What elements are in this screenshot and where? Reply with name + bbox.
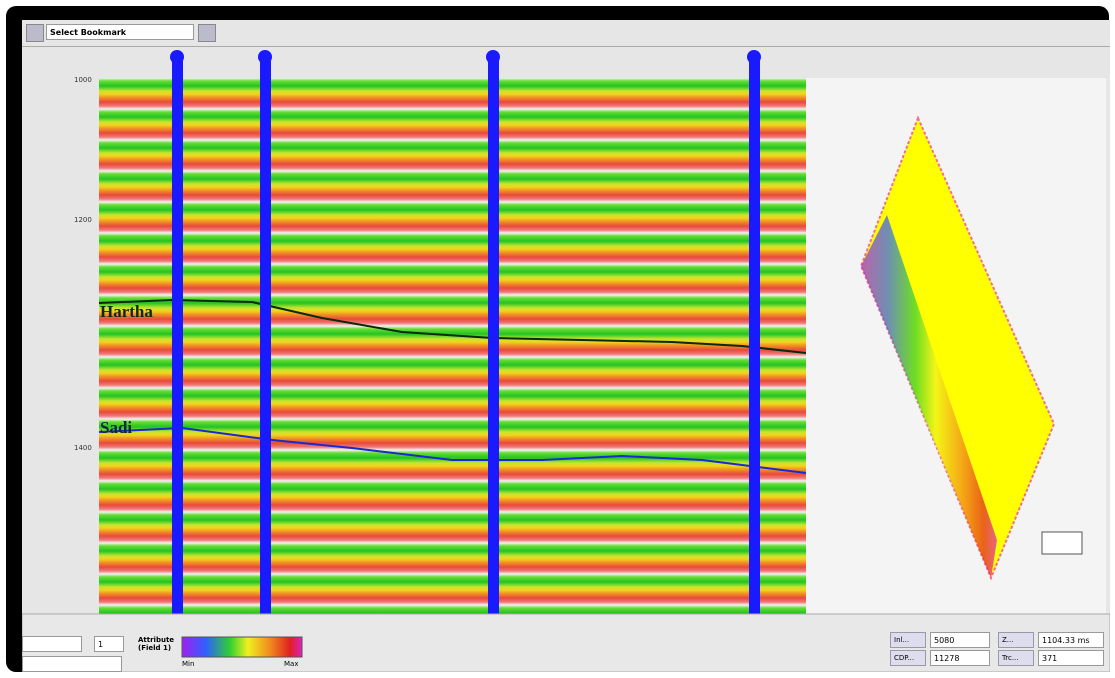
time-label: 1000 bbox=[74, 76, 92, 84]
well-head bbox=[486, 50, 500, 64]
bookmark-select[interactable]: Select Bookmark bbox=[46, 24, 194, 40]
bookmark-icon[interactable] bbox=[26, 24, 44, 42]
overlay bbox=[22, 50, 1110, 672]
seismic-section bbox=[99, 78, 806, 614]
input-field[interactable] bbox=[22, 636, 82, 652]
separator bbox=[22, 46, 1110, 47]
horizon-line bbox=[98, 426, 807, 474]
status-value: 11278 bbox=[930, 650, 990, 666]
colorbar-title: Attribute (Field 1) bbox=[138, 636, 175, 652]
input-field[interactable] bbox=[22, 656, 122, 672]
scale-bar bbox=[1041, 531, 1083, 555]
status-value: 371 bbox=[1038, 650, 1104, 666]
colorbar bbox=[181, 636, 303, 658]
well bbox=[260, 60, 271, 614]
well-head bbox=[258, 50, 272, 64]
window-frame: Select Bookmark 1000 1200 1400 Hartha Sa… bbox=[6, 6, 1110, 672]
well bbox=[488, 60, 499, 614]
status-value: 1104.33 ms bbox=[1038, 632, 1104, 648]
status-button[interactable]: CDP... bbox=[890, 650, 926, 666]
colorbar-min: Min bbox=[182, 660, 195, 668]
map-attribute-strip bbox=[861, 215, 997, 578]
well-head bbox=[747, 50, 761, 64]
time-label: 1200 bbox=[74, 216, 92, 224]
app-window: Select Bookmark 1000 1200 1400 Hartha Sa… bbox=[22, 20, 1110, 672]
time-label: 1400 bbox=[74, 444, 92, 452]
well bbox=[172, 60, 183, 614]
horizon-label: Hartha bbox=[100, 302, 153, 321]
status-button[interactable]: Inl... bbox=[890, 632, 926, 648]
status-button[interactable]: Z... bbox=[998, 632, 1034, 648]
well-head bbox=[170, 50, 184, 64]
input-field[interactable]: 1 bbox=[94, 636, 124, 652]
horizon-label: Sadi bbox=[100, 418, 133, 437]
status-button[interactable]: Trc... bbox=[998, 650, 1034, 666]
status-value: 5080 bbox=[930, 632, 990, 648]
bookmark-button[interactable] bbox=[198, 24, 216, 42]
colorbar-max: Max bbox=[284, 660, 299, 668]
wells bbox=[170, 50, 761, 614]
horizon-line bbox=[98, 298, 807, 354]
well bbox=[749, 60, 760, 614]
